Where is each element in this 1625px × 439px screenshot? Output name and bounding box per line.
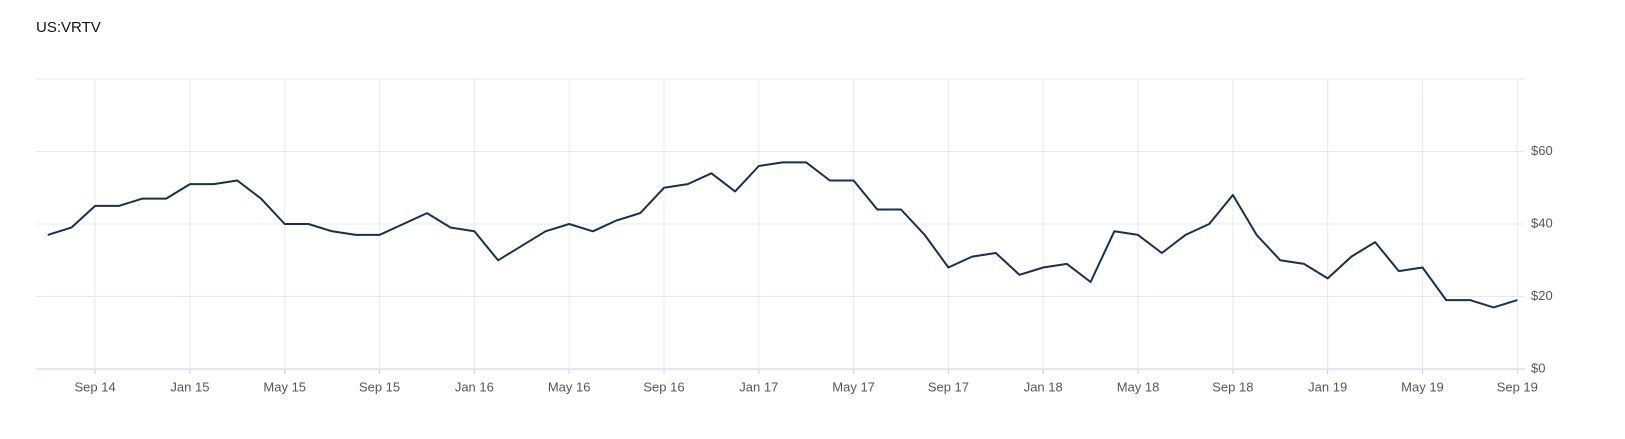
y-tick-label: $40 xyxy=(1531,215,1553,230)
x-tick-label: May 16 xyxy=(548,379,591,394)
x-tick-label: Sep 15 xyxy=(359,379,400,394)
x-tick-label: Jan 18 xyxy=(1024,379,1063,394)
x-tick-label: Jan 19 xyxy=(1308,379,1347,394)
y-tick-label: $20 xyxy=(1531,288,1553,303)
x-tick-label: May 17 xyxy=(832,379,875,394)
x-tick-label: May 15 xyxy=(263,379,306,394)
x-tick-label: Sep 17 xyxy=(928,379,969,394)
x-tick-label: Sep 14 xyxy=(75,379,116,394)
y-tick-label: $0 xyxy=(1531,360,1545,375)
x-tick-label: Sep 19 xyxy=(1497,379,1538,394)
x-tick-label: May 18 xyxy=(1117,379,1160,394)
price-line xyxy=(47,161,1518,309)
x-tick-label: Jan 16 xyxy=(455,379,494,394)
x-tick-label: Sep 16 xyxy=(643,379,684,394)
x-tick-label: Sep 18 xyxy=(1212,379,1253,394)
x-tick-label: May 19 xyxy=(1401,379,1444,394)
chart-title: US:VRTV xyxy=(36,19,101,36)
x-tick-label: Jan 15 xyxy=(170,379,209,394)
x-tick-label: Jan 17 xyxy=(739,379,778,394)
y-tick-label: $60 xyxy=(1531,143,1553,158)
